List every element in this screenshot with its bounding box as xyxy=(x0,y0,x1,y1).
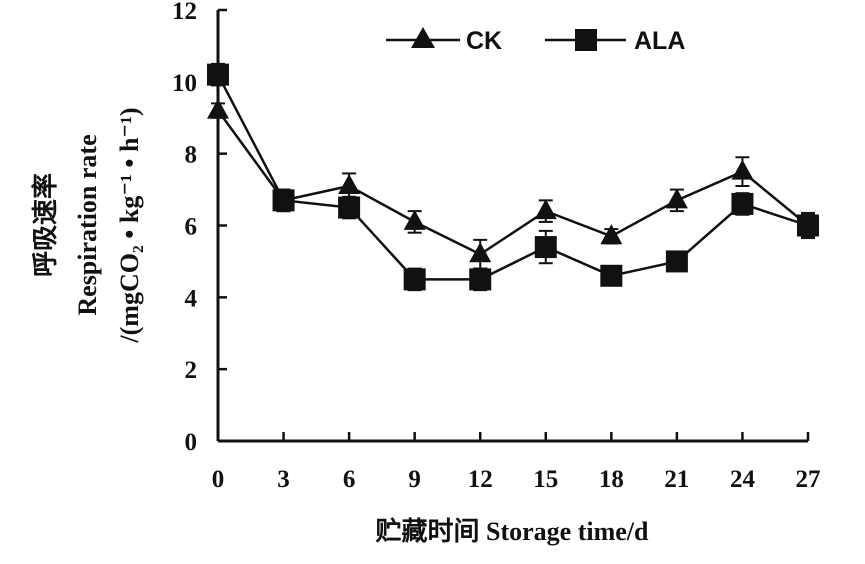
x-tick-label: 21 xyxy=(664,466,689,493)
data-point xyxy=(403,268,426,291)
legend-ck-marker xyxy=(411,27,435,48)
data-point xyxy=(338,173,361,194)
data-point xyxy=(338,196,361,219)
data-point xyxy=(797,214,819,237)
y-axis-title-line: /(mgCO₂ • kg⁻¹ • h⁻¹) xyxy=(115,107,144,343)
series-ck xyxy=(207,98,819,270)
series-layer xyxy=(207,62,819,292)
x-tick-label: 18 xyxy=(599,466,624,493)
legend-ala-marker xyxy=(575,29,597,51)
x-tick-label: 12 xyxy=(468,466,493,493)
data-point xyxy=(469,242,492,263)
data-point xyxy=(665,250,688,273)
data-point xyxy=(600,224,623,245)
y-axis-title-line: 呼吸速率 xyxy=(30,173,60,277)
x-tick-label: 27 xyxy=(796,466,821,493)
y-tick-label: 4 xyxy=(185,285,198,312)
x-tick-label: 9 xyxy=(408,466,421,493)
data-point xyxy=(731,192,754,215)
y-tick-label: 10 xyxy=(172,70,197,97)
data-point xyxy=(665,188,688,209)
data-point xyxy=(207,98,229,119)
data-point xyxy=(600,264,623,287)
series-line xyxy=(216,109,809,256)
y-axis-title-line: Respiration rate xyxy=(73,134,102,315)
x-tick-label: 24 xyxy=(730,466,756,493)
series-line xyxy=(216,74,809,281)
y-tick-label: 0 xyxy=(185,429,198,456)
data-point xyxy=(207,63,229,86)
y-axis-title: 呼吸速率 Respiration rate /(mgCO₂ • kg⁻¹ • h… xyxy=(30,107,144,343)
x-tick-label: 3 xyxy=(277,466,290,493)
y-tick-label: 6 xyxy=(185,214,198,241)
legend: CK ALA xyxy=(386,27,685,55)
legend-ck-label: CK xyxy=(466,27,502,55)
x-tick-label: 0 xyxy=(212,466,225,493)
legend-ala-label: ALA xyxy=(634,27,685,55)
data-point xyxy=(731,159,754,180)
data-point xyxy=(469,268,492,291)
data-point xyxy=(403,209,426,230)
x-tick-label: 15 xyxy=(533,466,558,493)
series-ala xyxy=(207,62,819,292)
y-tick-label: 2 xyxy=(185,357,198,384)
x-axis-title: 贮藏时间 Storage time/d xyxy=(376,517,650,546)
data-point xyxy=(272,189,295,212)
data-point xyxy=(534,236,557,259)
y-tick-label: 12 xyxy=(172,0,197,25)
data-point xyxy=(534,199,557,220)
y-tick-label: 8 xyxy=(185,142,198,169)
x-tick-label: 6 xyxy=(343,466,356,493)
